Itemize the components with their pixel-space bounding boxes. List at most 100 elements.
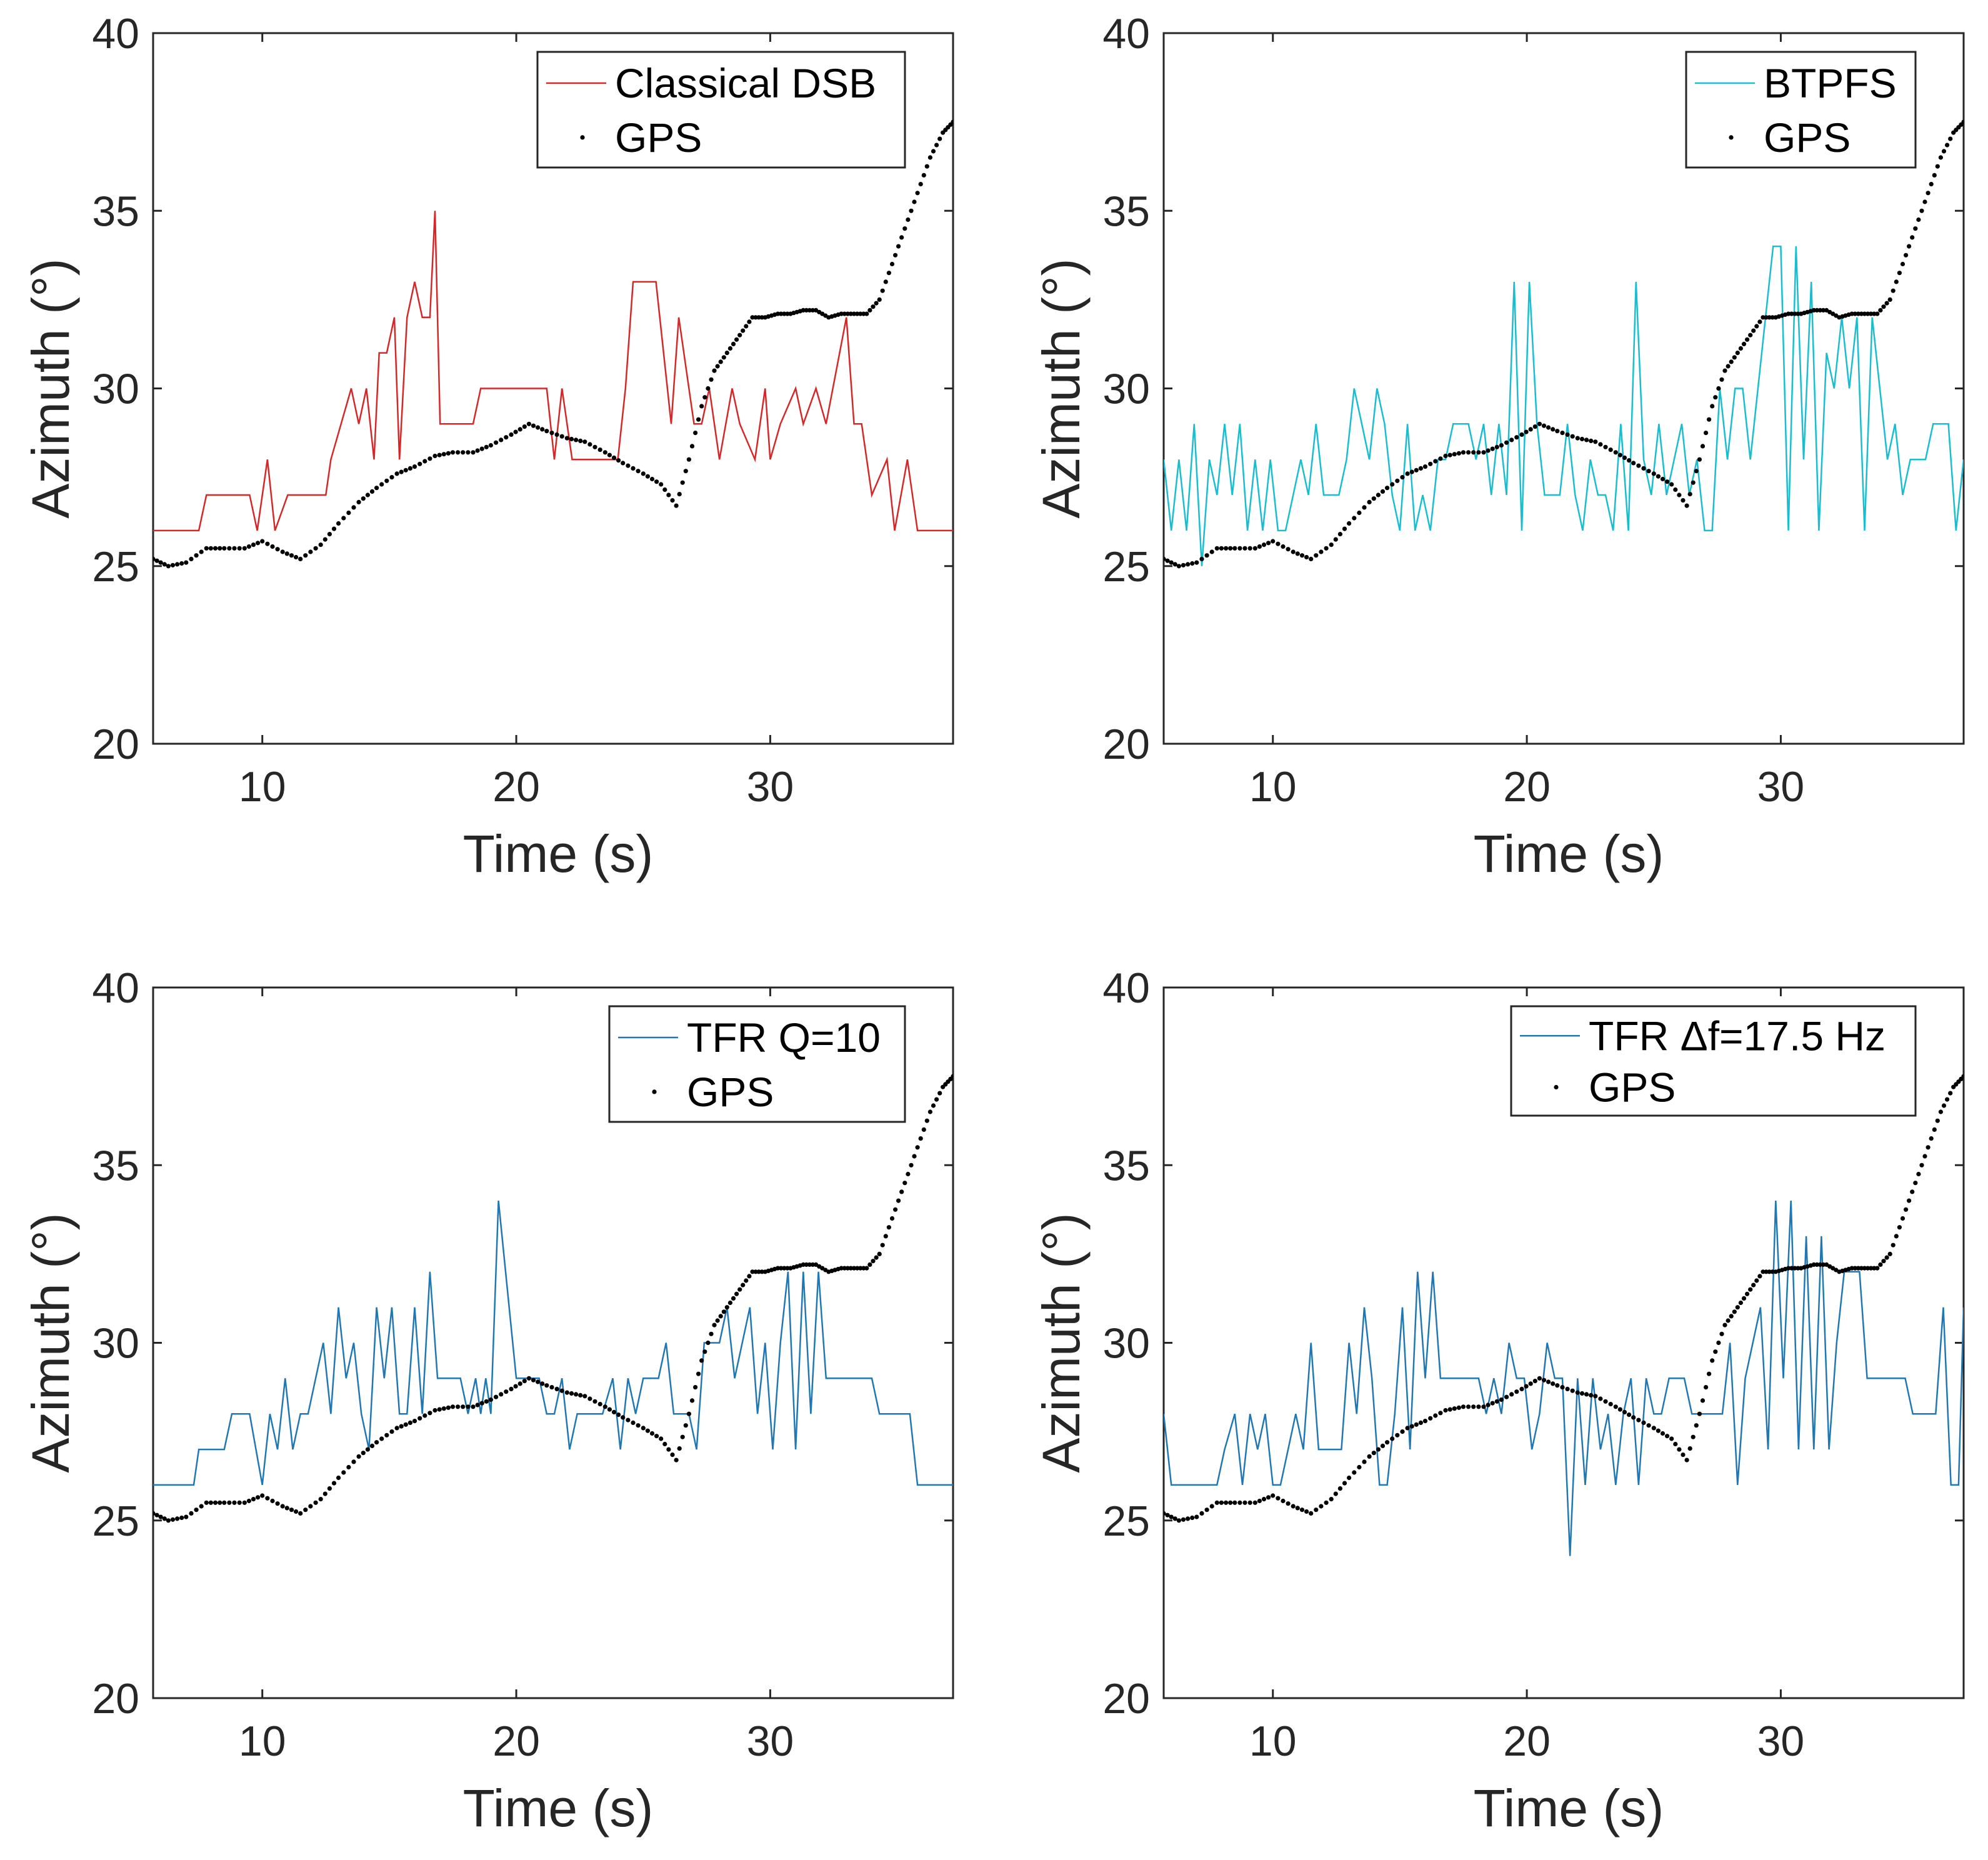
gps-point xyxy=(1894,279,1899,284)
gps-point xyxy=(1295,1506,1300,1511)
gps-point xyxy=(677,492,682,497)
gps-point xyxy=(616,458,621,463)
y-tick-label: 35 xyxy=(1102,188,1150,235)
gps-point xyxy=(1575,1390,1580,1395)
gps-point xyxy=(1428,1416,1433,1421)
gps-point xyxy=(724,351,729,356)
gps-point xyxy=(1593,439,1598,444)
gps-point xyxy=(851,1266,857,1271)
gps-point xyxy=(331,1481,337,1486)
gps-point xyxy=(1673,1441,1678,1447)
gps-point xyxy=(499,1392,504,1397)
gps-point xyxy=(1891,1242,1896,1248)
gps-point xyxy=(909,1162,914,1168)
gps-point xyxy=(1910,235,1915,240)
gps-point xyxy=(747,1274,752,1279)
gps-point xyxy=(1751,328,1756,333)
gps-point xyxy=(1665,479,1670,484)
gps-point xyxy=(1357,1464,1362,1470)
gps-point xyxy=(1929,182,1934,187)
gps-point xyxy=(256,541,261,546)
gps-point xyxy=(407,466,413,471)
gps-point xyxy=(1811,308,1816,312)
gps-point xyxy=(399,469,404,474)
gps-point xyxy=(217,546,222,551)
gps-point xyxy=(902,226,907,231)
gps-point xyxy=(1380,489,1386,494)
gps-point xyxy=(346,1464,351,1470)
gps-point xyxy=(1613,450,1618,455)
gps-point xyxy=(871,1259,876,1264)
gps-point xyxy=(1754,1278,1759,1283)
gps-point xyxy=(1570,434,1575,439)
gps-point xyxy=(1732,355,1737,360)
gps-point xyxy=(204,1500,209,1505)
gps-point xyxy=(756,315,761,320)
gps-point xyxy=(1546,425,1551,430)
gps-point xyxy=(1687,492,1692,497)
gps-point xyxy=(275,547,280,552)
gps-point xyxy=(549,1385,554,1390)
gps-point xyxy=(1907,1198,1912,1203)
gps-point xyxy=(592,444,597,449)
gps-point xyxy=(1719,377,1724,382)
gps-point xyxy=(918,182,923,187)
gps-point xyxy=(466,450,471,455)
gps-point xyxy=(417,461,422,466)
gps-point xyxy=(1849,311,1854,316)
gps-point xyxy=(597,448,602,452)
gps-point xyxy=(636,1423,641,1428)
gps-point xyxy=(785,311,790,316)
gps-point xyxy=(734,337,739,342)
gps-point xyxy=(1707,1371,1712,1376)
gps-point xyxy=(432,453,437,459)
gps-point xyxy=(1603,1399,1608,1404)
gps-point xyxy=(636,469,641,474)
gps-point xyxy=(1199,1511,1204,1516)
gps-point xyxy=(804,308,809,312)
gps-point xyxy=(294,554,299,560)
gps-point xyxy=(441,452,446,457)
gps-point xyxy=(1494,1399,1499,1404)
gps-point xyxy=(1560,1385,1565,1390)
gps-point xyxy=(1710,404,1715,409)
gps-point xyxy=(1541,1378,1547,1382)
gps-point xyxy=(1504,1394,1509,1399)
gps-point xyxy=(1941,1103,1947,1108)
gps-point xyxy=(807,1262,812,1267)
gps-point xyxy=(886,271,891,276)
gps-point xyxy=(1532,424,1537,429)
y-tick-label: 25 xyxy=(1102,1498,1150,1545)
legend-entry-gps: GPS xyxy=(1589,1064,1676,1111)
gps-point xyxy=(641,1426,646,1431)
gps-point xyxy=(1704,431,1709,436)
gps-point xyxy=(779,311,784,316)
gps-point xyxy=(693,431,698,436)
gps-point xyxy=(934,142,939,148)
gps-point xyxy=(1232,1500,1237,1505)
gps-point xyxy=(1490,446,1495,451)
gps-point xyxy=(407,1420,413,1425)
gps-point xyxy=(427,456,432,461)
gps-point xyxy=(1922,199,1927,204)
gps-point xyxy=(479,1401,484,1406)
gps-point xyxy=(1751,1282,1756,1288)
gps-point xyxy=(782,1266,787,1271)
gps-point xyxy=(756,1269,761,1274)
gps-point xyxy=(179,561,184,566)
gps-point xyxy=(1673,487,1678,492)
gps-point xyxy=(686,457,691,462)
gps-point xyxy=(1862,1266,1867,1271)
gps-point xyxy=(1904,1207,1909,1212)
gps-point xyxy=(741,328,746,333)
gps-point xyxy=(1767,315,1772,320)
gps-point xyxy=(313,546,318,551)
gps-point xyxy=(1786,311,1791,316)
gps-point xyxy=(1856,1266,1861,1271)
gps-point xyxy=(1176,564,1181,569)
gps-point xyxy=(1891,288,1896,293)
x-tick-label: 30 xyxy=(1757,763,1805,811)
gps-point xyxy=(1165,558,1170,563)
gps-point xyxy=(479,446,484,451)
gps-point xyxy=(208,546,213,551)
